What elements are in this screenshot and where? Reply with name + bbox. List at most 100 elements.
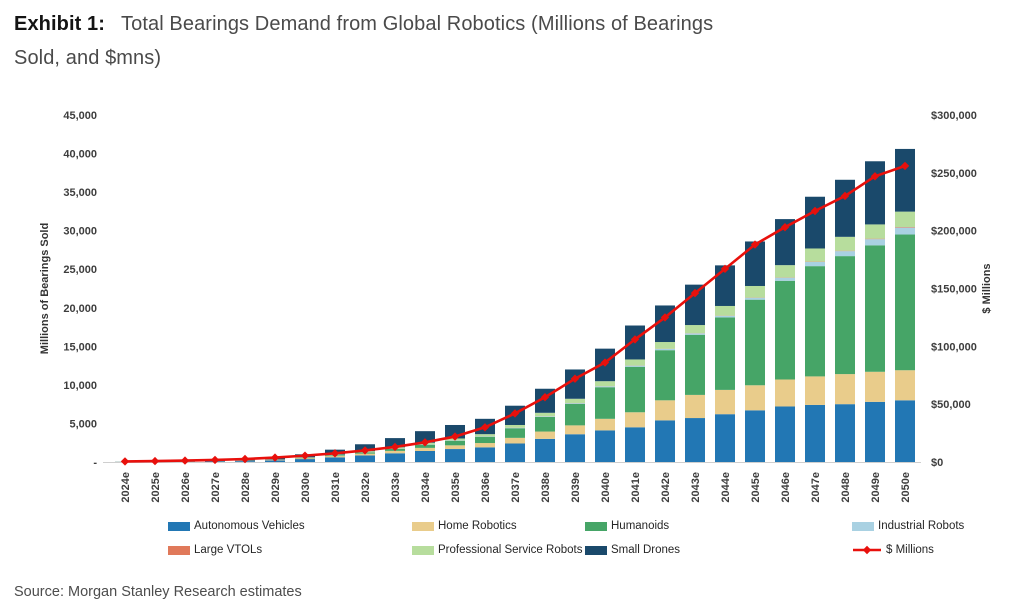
legend-item-large-vtols: Large VTOLs xyxy=(168,544,262,556)
x-tick-label: 2048e xyxy=(840,472,852,503)
bar-segment xyxy=(625,366,645,413)
bar-segment xyxy=(655,400,675,421)
bar-segment xyxy=(715,389,735,415)
right-tick-label: $250,000 xyxy=(931,168,977,180)
x-tick-label: 2034e xyxy=(420,472,432,503)
legend-swatch xyxy=(412,545,434,555)
bar-segment xyxy=(625,365,645,367)
diamond-marker xyxy=(870,172,880,181)
diamond-marker xyxy=(780,222,790,232)
chart-legend: Autonomous Vehicles Home Robotics Humanoid… xyxy=(0,516,1024,566)
bar-segment xyxy=(715,414,735,462)
bar-segment xyxy=(565,398,585,403)
right-tick-label: $0 xyxy=(931,457,943,469)
bar-segment xyxy=(835,251,855,257)
x-tick-label: 2043e xyxy=(690,472,702,503)
bar-2042e xyxy=(655,305,675,462)
x-tick-label: 2028e xyxy=(240,472,252,503)
bar-segment xyxy=(835,404,855,462)
left-axis-ticks: - 5,000 10,000 15,000 20,000 25,000 30,000 35,0… xyxy=(63,110,97,469)
legend-item-home-robotics: Home Robotics xyxy=(412,520,517,532)
bar-segment xyxy=(865,224,885,239)
legend-swatch xyxy=(852,521,874,531)
bar-segment xyxy=(865,239,885,246)
bar-segment xyxy=(595,430,615,462)
bar-segment xyxy=(415,431,435,443)
legend-swatch xyxy=(585,545,607,555)
bar-segment xyxy=(535,416,555,432)
bar-segment xyxy=(745,285,765,298)
bar-segment xyxy=(295,459,315,462)
left-tick-label: - xyxy=(93,457,97,469)
bar-segment xyxy=(505,424,525,428)
diamond-marker xyxy=(570,374,580,383)
bar-segment xyxy=(535,431,555,439)
legend-label: Home Robotics xyxy=(438,520,517,532)
left-tick-label: 35,000 xyxy=(63,187,97,199)
diamond-marker xyxy=(900,161,910,171)
bar-segment xyxy=(505,443,525,462)
bar-segment xyxy=(595,386,615,388)
x-tick-label: 2033e xyxy=(390,472,402,503)
diamond-marker xyxy=(360,446,370,455)
diamond-marker xyxy=(660,313,670,322)
left-tick-label: 45,000 xyxy=(63,110,97,122)
x-tick-label: 2035e xyxy=(450,472,462,503)
x-axis-labels: 2024e 2025e 2026e 2027e 2028e 2029e 2030e 2031e… xyxy=(120,472,912,503)
diamond-marker xyxy=(510,409,520,418)
bar-segment xyxy=(505,437,525,444)
bar-segment xyxy=(415,447,435,451)
x-tick-label: 2047e xyxy=(810,472,822,503)
bar-segment xyxy=(685,333,705,335)
title-line1: Total Bearings Demand from Global Roboti… xyxy=(121,13,714,35)
diamond-marker xyxy=(180,456,190,465)
right-tick-label: $150,000 xyxy=(931,284,977,296)
diamond-marker xyxy=(480,423,490,432)
bar-segment xyxy=(535,438,555,462)
bar-segment xyxy=(865,161,885,225)
bar-segment xyxy=(685,418,705,462)
legend-swatch xyxy=(168,521,190,531)
bar-segment xyxy=(625,359,645,366)
bar-segment xyxy=(625,427,645,462)
right-tick-label: $50,000 xyxy=(931,399,971,411)
x-tick-label: 2041e xyxy=(630,472,642,503)
bar-segment xyxy=(895,211,915,228)
x-tick-label: 2045e xyxy=(750,472,762,503)
diamond-marker xyxy=(450,432,460,441)
bar-2045e xyxy=(745,241,765,462)
bar-segment xyxy=(805,248,825,262)
title-line2: Sold, and $mns) xyxy=(14,46,162,69)
x-tick-label: 2029e xyxy=(270,472,282,503)
diamond-marker xyxy=(120,457,130,466)
bar-segment xyxy=(745,385,765,411)
x-tick-label: 2032e xyxy=(360,472,372,503)
right-axis-title: $ Millions xyxy=(981,263,993,313)
x-tick-label: 2039e xyxy=(570,472,582,503)
bar-segment xyxy=(865,245,885,372)
right-tick-label: $200,000 xyxy=(931,226,977,238)
bar-segment xyxy=(775,265,795,278)
bar-segment xyxy=(895,227,915,235)
bar-segment xyxy=(685,334,705,395)
left-tick-label: 5,000 xyxy=(69,418,97,430)
bar-segment xyxy=(655,342,675,349)
bar-segment xyxy=(565,434,585,462)
bar-segment xyxy=(895,370,915,401)
left-tick-label: 20,000 xyxy=(63,303,97,315)
bar-segment xyxy=(385,438,405,448)
bar-segment xyxy=(655,348,675,351)
bar-segment xyxy=(565,403,585,404)
x-tick-label: 2042e xyxy=(660,472,672,503)
left-axis-title: Millions of Bearings Sold xyxy=(39,223,51,354)
diamond-marker xyxy=(840,191,850,201)
diamond-marker xyxy=(690,288,700,298)
x-tick-label: 2036e xyxy=(480,472,492,503)
legend-item-humanoids: Humanoids xyxy=(585,520,669,532)
bar-segment xyxy=(805,261,825,267)
right-tick-label: $100,000 xyxy=(931,341,977,353)
bar-segment xyxy=(865,371,885,402)
left-tick-label: 25,000 xyxy=(63,264,97,276)
x-tick-label: 2037e xyxy=(510,472,522,503)
bar-segment xyxy=(745,410,765,462)
